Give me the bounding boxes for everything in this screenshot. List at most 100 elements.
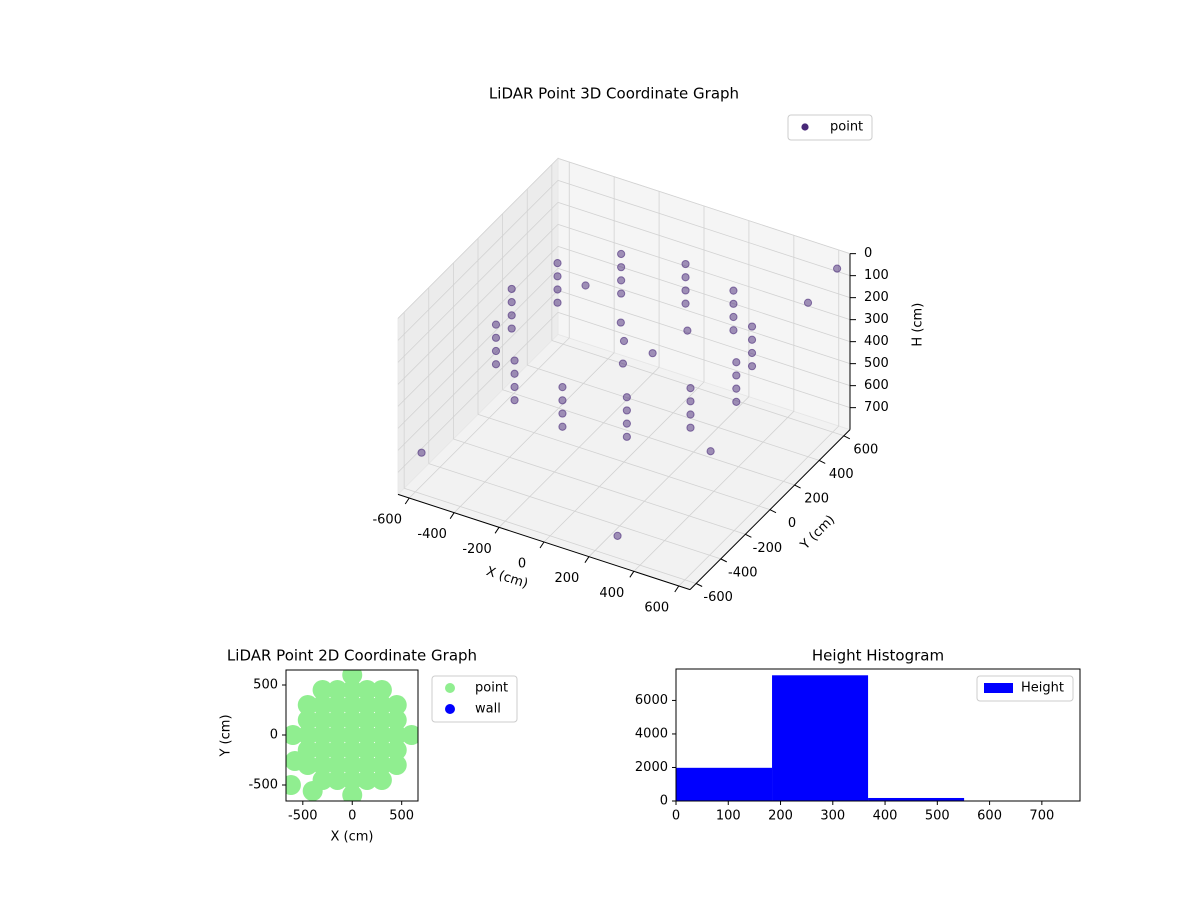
point — [732, 371, 741, 380]
y-tick-label: 2000 — [635, 760, 668, 775]
point — [622, 406, 631, 415]
tick-mark — [745, 533, 752, 538]
x-tick-label: 200 — [555, 571, 580, 586]
point — [558, 396, 567, 405]
tick-mark — [843, 435, 851, 440]
point — [558, 409, 567, 418]
grid-line — [477, 413, 771, 511]
grid-line — [397, 268, 559, 429]
z-tick-label: 500 — [864, 356, 889, 371]
point — [342, 740, 363, 760]
grid-line — [453, 438, 746, 535]
x-tick-label: -600 — [372, 513, 402, 528]
chart-title: Height Histogram — [812, 647, 944, 665]
point — [286, 751, 305, 771]
y-tick-label: 0 — [788, 516, 796, 531]
x-tick-label: 500 — [389, 809, 414, 824]
point — [327, 740, 348, 760]
point — [327, 770, 348, 790]
point — [491, 346, 501, 356]
point — [619, 336, 629, 346]
grid-line — [397, 202, 559, 363]
point — [686, 423, 695, 432]
point — [312, 680, 333, 700]
point — [357, 695, 378, 715]
point — [371, 725, 392, 745]
grid-line — [557, 157, 851, 255]
point — [833, 264, 842, 273]
point — [312, 710, 333, 730]
y-tick-label: -400 — [728, 565, 758, 580]
grid-line — [397, 180, 559, 341]
point — [747, 348, 757, 358]
legend-box — [787, 114, 873, 141]
point — [681, 286, 690, 295]
point — [507, 311, 516, 320]
point — [618, 359, 628, 368]
point — [510, 356, 519, 365]
point — [357, 740, 378, 760]
point — [729, 286, 738, 295]
point — [312, 725, 333, 745]
point — [386, 755, 407, 775]
legend-label: wall — [475, 702, 501, 717]
point — [581, 281, 590, 290]
z-tick-label: 200 — [864, 290, 889, 305]
point — [507, 298, 516, 307]
point — [386, 740, 407, 760]
grid-line — [397, 224, 559, 385]
tick-mark — [674, 585, 680, 593]
point — [286, 725, 303, 745]
grid-line — [557, 179, 851, 277]
point — [613, 531, 622, 540]
point — [327, 680, 348, 700]
grid-line — [557, 267, 851, 365]
point — [357, 680, 378, 700]
x-tick-label: -200 — [462, 542, 492, 557]
legend-marker — [801, 123, 809, 131]
point — [803, 298, 813, 307]
grid-line — [397, 290, 559, 451]
x-tick-label: -500 — [288, 809, 318, 824]
legend-patch — [984, 683, 1013, 693]
y-tick-label: 6000 — [635, 693, 668, 708]
point — [386, 725, 407, 745]
x-tick-label: 700 — [1029, 809, 1054, 824]
point — [732, 358, 741, 367]
x-tick-label: 400 — [873, 809, 898, 824]
point — [507, 284, 516, 294]
point — [510, 369, 519, 378]
grid-line — [502, 389, 795, 486]
y-tick-label: -500 — [248, 778, 278, 793]
grid-line — [428, 463, 721, 560]
point — [553, 285, 562, 294]
point — [510, 396, 519, 405]
point — [386, 710, 407, 730]
grid-line — [557, 201, 851, 299]
point — [729, 312, 738, 322]
point — [558, 383, 567, 392]
tick-mark — [819, 459, 826, 464]
point — [357, 755, 378, 775]
y-tick-label: -200 — [753, 541, 783, 556]
legend: Height — [976, 675, 1074, 702]
plot-area — [286, 670, 418, 801]
x-tick-label: 0 — [348, 809, 356, 824]
point — [386, 695, 407, 715]
y-tick-label: -600 — [703, 590, 733, 605]
tick-mark — [584, 556, 590, 563]
point — [622, 432, 631, 441]
point — [342, 770, 363, 790]
point — [732, 384, 741, 393]
tick-mark — [449, 512, 455, 519]
y-tick-label: 400 — [829, 467, 854, 482]
legend-label: Height — [1021, 681, 1064, 696]
tick-mark — [629, 571, 635, 578]
x-axis — [397, 493, 691, 591]
y-axis — [689, 429, 851, 591]
point — [491, 333, 501, 342]
legend-marker — [445, 704, 455, 714]
point — [401, 725, 418, 745]
point — [617, 276, 626, 285]
point — [507, 324, 516, 333]
